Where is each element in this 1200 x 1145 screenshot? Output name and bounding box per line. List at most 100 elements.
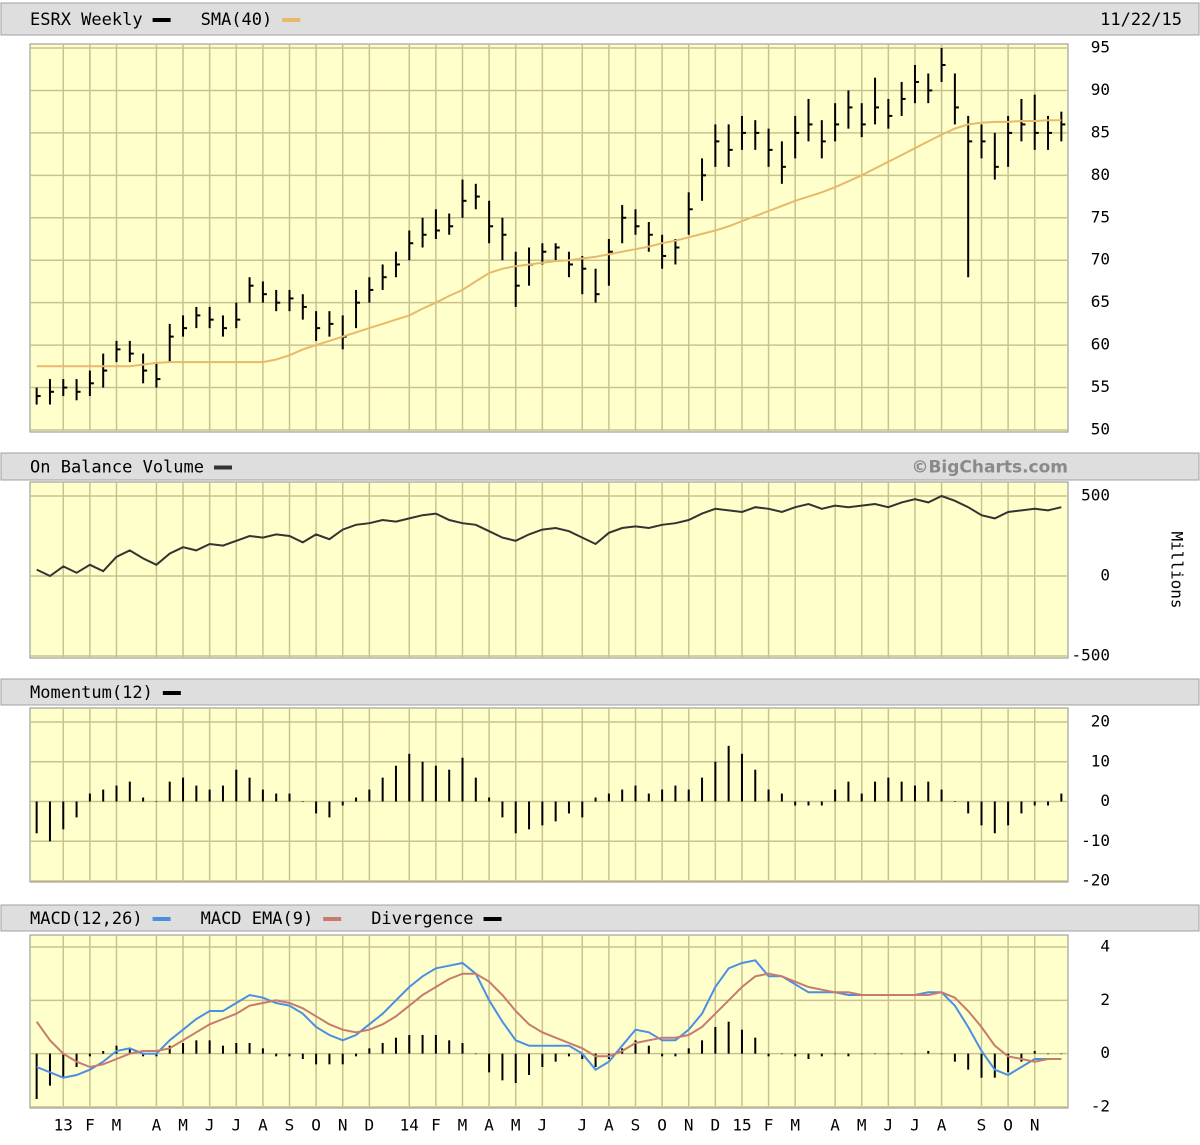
bar <box>381 1043 384 1054</box>
bar <box>35 1053 38 1099</box>
y-tick-label: 85 <box>1091 122 1110 141</box>
panel-header <box>0 678 1200 706</box>
line <box>35 972 1062 1069</box>
bar <box>887 1053 890 1055</box>
bar <box>301 801 304 802</box>
y-tick-label: 0 <box>1100 566 1110 585</box>
y-tick-label: 55 <box>1091 377 1110 396</box>
bar <box>607 793 610 802</box>
legend-swatch <box>152 917 171 921</box>
bar <box>874 781 877 802</box>
bar <box>142 797 145 802</box>
bar <box>288 1053 291 1057</box>
bar <box>541 1053 544 1067</box>
bar <box>155 801 158 802</box>
x-tick-label: N <box>684 1116 694 1135</box>
bar <box>834 789 837 802</box>
x-tick-label: D <box>365 1116 375 1135</box>
bar <box>142 1053 145 1057</box>
bar <box>980 801 983 826</box>
bar <box>807 801 810 806</box>
bar <box>368 789 371 802</box>
y-tick-label: 50 <box>1091 420 1110 439</box>
x-tick-label: 15 <box>732 1116 751 1135</box>
bar <box>528 801 531 830</box>
legend-swatch <box>152 18 171 22</box>
line <box>36 119 1062 368</box>
panel-header <box>0 904 1200 932</box>
x-tick-label: O <box>1003 1116 1013 1135</box>
bar <box>328 1053 331 1065</box>
bar <box>48 1053 51 1086</box>
bar <box>940 1053 943 1055</box>
bar <box>1007 1053 1010 1073</box>
x-tick-label: S <box>285 1116 295 1135</box>
y-axis-label: Millions <box>1168 531 1187 608</box>
legend-label: Momentum(12) <box>30 683 153 703</box>
bar <box>820 1053 823 1057</box>
x-tick-label: M <box>178 1116 188 1135</box>
bar <box>1020 1053 1023 1062</box>
y-tick-label: -2 <box>1091 1097 1110 1116</box>
bar <box>315 1053 318 1065</box>
plot-area <box>29 707 1069 883</box>
x-tick-label: S <box>631 1116 641 1135</box>
bar <box>820 801 823 806</box>
bar <box>714 761 717 802</box>
bar <box>528 1053 531 1075</box>
y-tick-label: 75 <box>1091 207 1110 226</box>
y-tick-label: 2 <box>1100 990 1110 1009</box>
bar <box>115 1045 118 1054</box>
bar <box>461 1043 464 1054</box>
date: 11/22/15 <box>1100 10 1182 30</box>
bar <box>887 777 890 802</box>
legend-label: Divergence <box>371 909 473 929</box>
y-tick-label: 500 <box>1081 486 1110 505</box>
bar <box>860 1053 863 1055</box>
bar <box>953 801 956 802</box>
x-tick-label: J <box>231 1116 241 1135</box>
bar <box>394 765 397 802</box>
bar <box>88 793 91 802</box>
bar <box>208 789 211 802</box>
bar <box>182 777 185 802</box>
bar <box>967 801 970 814</box>
legend-swatch <box>323 917 342 921</box>
bar <box>182 1043 185 1054</box>
bar <box>514 801 517 834</box>
bar <box>35 801 38 834</box>
y-tick-label: 70 <box>1091 250 1110 269</box>
bar <box>434 1035 437 1054</box>
y-tick-label: 20 <box>1091 712 1110 731</box>
panel-header <box>0 2 1200 36</box>
bar <box>967 1053 970 1070</box>
bar <box>701 777 704 802</box>
panel-header <box>0 452 1200 481</box>
bar <box>940 789 943 802</box>
bar <box>647 1045 650 1054</box>
bar <box>394 1037 397 1054</box>
bar <box>514 1053 517 1083</box>
bar <box>834 1053 837 1055</box>
bar <box>754 1037 757 1054</box>
bar <box>780 1053 783 1055</box>
x-tick-label: J <box>884 1116 894 1135</box>
bar <box>75 1053 78 1067</box>
bar <box>727 745 730 802</box>
bar <box>554 801 557 822</box>
plot-area <box>29 43 1069 433</box>
bar <box>993 801 996 834</box>
bar <box>767 789 770 802</box>
bar <box>248 1043 251 1054</box>
plot-area <box>29 481 1069 659</box>
legend-label: ESRX Weekly <box>30 10 143 30</box>
bar <box>75 801 78 818</box>
bar <box>634 1040 637 1054</box>
legend-label: SMA(40) <box>201 10 273 30</box>
bar <box>567 1053 570 1057</box>
bar <box>408 1035 411 1054</box>
bar <box>581 801 584 818</box>
bar <box>235 769 238 802</box>
x-tick-label: N <box>1030 1116 1040 1135</box>
bar <box>195 785 198 802</box>
